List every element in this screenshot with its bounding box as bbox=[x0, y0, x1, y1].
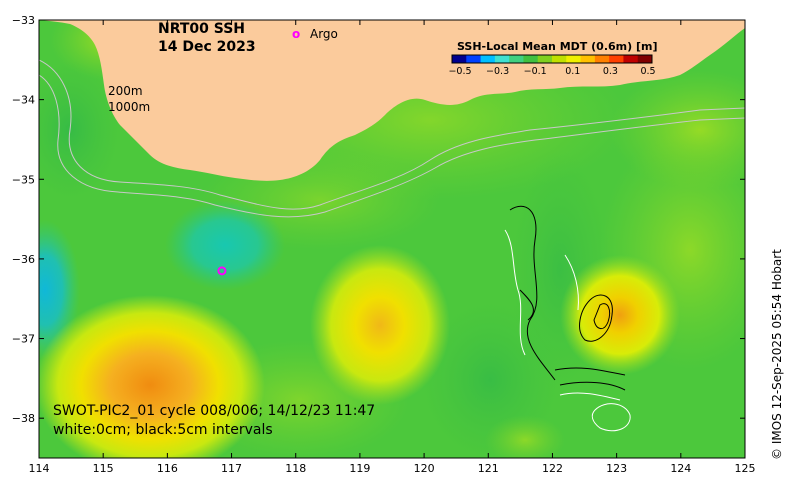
colorbar-swatch bbox=[566, 55, 582, 63]
colorbar-swatch bbox=[580, 55, 596, 63]
x-axis: 114 115 116 117 118 119 120 121 122 123 124 125 bbox=[29, 20, 756, 475]
colorbar-swatch bbox=[523, 55, 539, 63]
argo-float-marker bbox=[217, 266, 227, 276]
x-tick-label: 122 bbox=[542, 462, 563, 475]
colorbar-tick-label: −0.5 bbox=[448, 66, 471, 77]
colorbar-swatch bbox=[594, 55, 610, 63]
imos-credit: © IMOS 12-Sep-2025 05:54 Hobart bbox=[770, 249, 784, 460]
y-tick-label: −38 bbox=[12, 412, 35, 425]
map-title-line2: 14 Dec 2023 bbox=[158, 39, 256, 55]
map-title-line1: NRT00 SSH bbox=[158, 21, 245, 37]
x-tick-label: 121 bbox=[478, 462, 499, 475]
argo-floats bbox=[217, 266, 227, 276]
colorbar-swatch bbox=[537, 55, 553, 63]
argo-legend-label: Argo bbox=[310, 27, 338, 41]
colorbar-swatch bbox=[609, 55, 624, 63]
map-frame bbox=[38, 19, 746, 459]
swot-contours bbox=[504, 205, 631, 432]
x-tick-label: 119 bbox=[349, 462, 370, 475]
colorbar-swatch bbox=[509, 55, 524, 63]
y-tick-label: −34 bbox=[12, 94, 35, 107]
x-tick-label: 124 bbox=[670, 462, 691, 475]
x-tick-label: 123 bbox=[606, 462, 627, 475]
colorbar-tick-label: 0.3 bbox=[603, 66, 618, 77]
x-tick-label: 125 bbox=[735, 462, 756, 475]
colorbar-swatch bbox=[480, 55, 496, 63]
x-tick-label: 114 bbox=[29, 462, 50, 475]
colorbar-tick-label: −0.3 bbox=[486, 66, 509, 77]
colorbar-swatch bbox=[494, 55, 510, 63]
y-axis: −33 −34 −35 −36 −37 −38 bbox=[12, 14, 745, 425]
bathymetry-contours bbox=[39, 59, 745, 218]
y-tick-label: −37 bbox=[12, 333, 35, 346]
colorbar bbox=[451, 54, 653, 64]
colorbar-tick-label: 0.5 bbox=[640, 66, 655, 77]
y-tick-label: −36 bbox=[12, 253, 35, 266]
colorbar-swatch bbox=[552, 55, 567, 63]
colorbar-tick-label: 0.1 bbox=[565, 66, 580, 77]
swot-info-line1: SWOT-PIC2_01 cycle 008/006; 14/12/23 11:… bbox=[53, 403, 375, 419]
y-tick-label: −33 bbox=[12, 14, 35, 27]
argo-legend-marker: o bbox=[292, 27, 300, 41]
colorbar-swatch bbox=[637, 55, 653, 63]
colorbar-swatch bbox=[466, 55, 482, 63]
x-tick-label: 117 bbox=[221, 462, 242, 475]
x-tick-label: 116 bbox=[157, 462, 178, 475]
x-tick-label: 115 bbox=[93, 462, 114, 475]
x-tick-label: 120 bbox=[414, 462, 435, 475]
depth-label-200m: 200m bbox=[108, 84, 143, 98]
colorbar-border bbox=[451, 54, 653, 64]
colorbar-tick-label: −0.1 bbox=[524, 66, 547, 77]
colorbar-title: SSH-Local Mean MDT (0.6m) [m] bbox=[457, 40, 657, 53]
depth-label-1000m: 1000m bbox=[108, 100, 150, 114]
colorbar-ticks: −0.5 −0.3 −0.1 0.1 0.3 0.5 bbox=[448, 66, 655, 77]
swot-info-line2: white:0cm; black:5cm intervals bbox=[53, 422, 273, 438]
colorbar-swatch bbox=[452, 55, 467, 63]
colorbar-swatch bbox=[623, 55, 639, 63]
x-tick-label: 118 bbox=[285, 462, 306, 475]
y-tick-label: −35 bbox=[12, 173, 35, 186]
